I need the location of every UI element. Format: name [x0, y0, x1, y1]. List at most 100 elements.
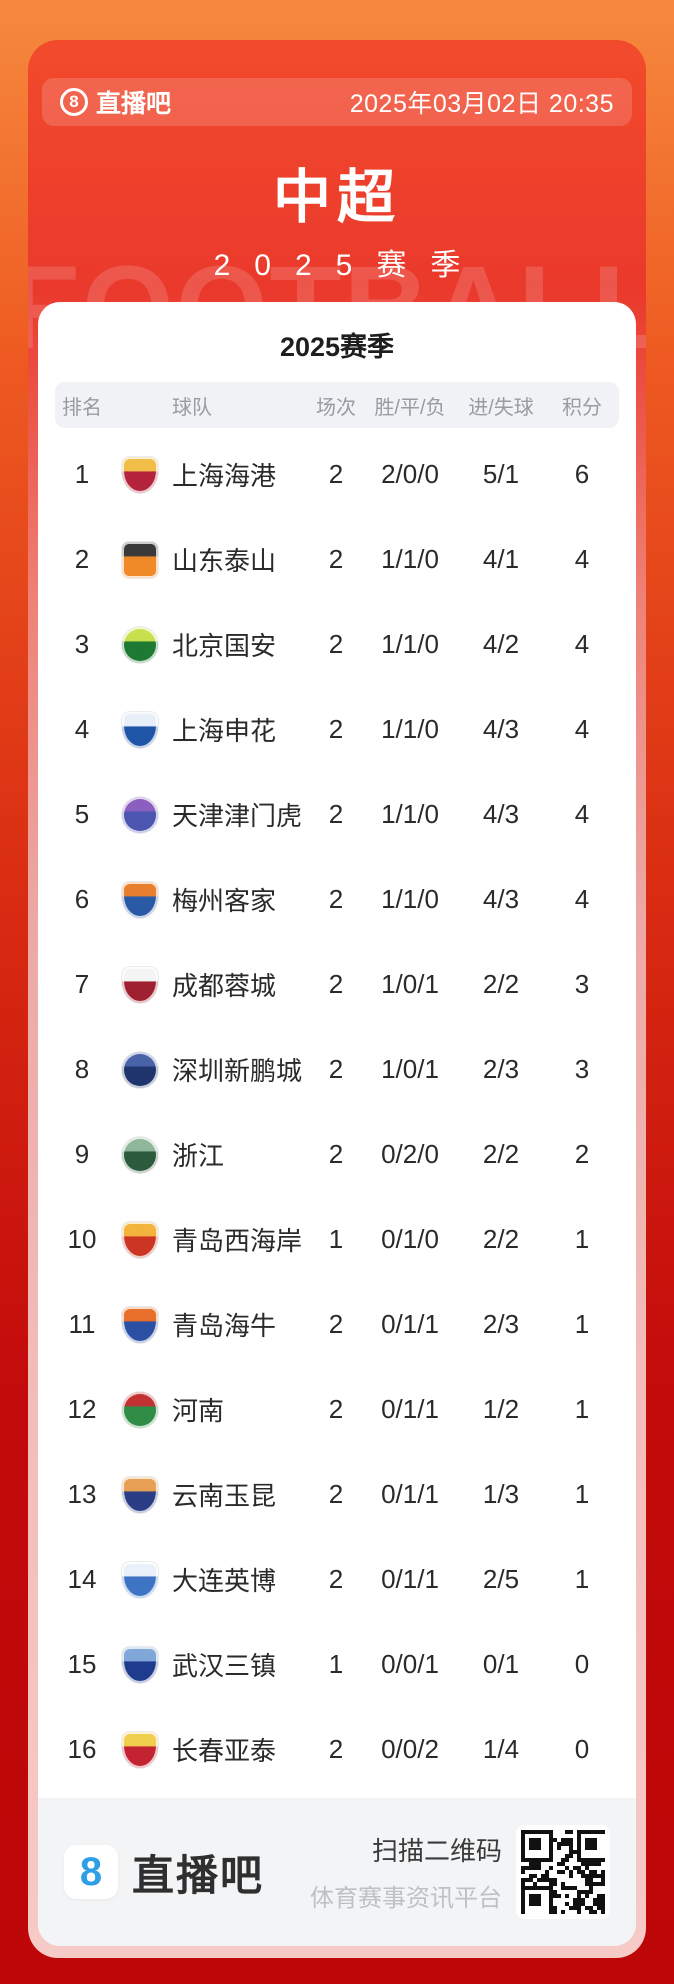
points-cell: 1	[574, 1479, 590, 1509]
col-header-rank: 排名	[62, 396, 102, 419]
brand-name: 直播吧	[96, 90, 172, 118]
rank-cell: 16	[67, 1734, 97, 1764]
goals-cell: 2/2	[482, 969, 520, 999]
team-name: 成都蓉城	[172, 971, 277, 1001]
goals-cell: 2/3	[482, 1309, 520, 1339]
rank-cell: 8	[74, 1054, 90, 1084]
team-crest-icon	[120, 1645, 160, 1685]
table-row: 11 青岛海牛 2 0/1/1 2/3 1	[38, 1282, 636, 1367]
goals-cell: 4/3	[482, 714, 520, 744]
rank-cell: 3	[74, 629, 90, 659]
goals-cell: 1/4	[482, 1734, 520, 1764]
wdl-cell: 0/0/1	[381, 1649, 439, 1679]
team-crest-icon	[120, 1475, 160, 1515]
team-name: 青岛西海岸	[172, 1226, 303, 1256]
played-cell: 2	[328, 799, 344, 829]
table-row: 13 云南玉昆 2 0/1/1 1/3 1	[38, 1452, 636, 1537]
played-cell: 2	[328, 1479, 344, 1509]
team-crest-icon	[120, 625, 160, 665]
team-name: 云南玉昆	[172, 1481, 277, 1511]
team-name: 天津津门虎	[172, 801, 303, 831]
qr-captions: 扫描二维码 体育赛事资讯平台	[310, 1831, 502, 1913]
datetime-label: 2025年03月02日 20:35	[349, 90, 614, 118]
rank-cell: 15	[67, 1649, 97, 1679]
goals-cell: 1/2	[482, 1394, 520, 1424]
team-name: 深圳新鹏城	[172, 1056, 303, 1086]
points-cell: 4	[574, 884, 590, 914]
points-cell: 4	[574, 714, 590, 744]
table-title: 2025赛季	[279, 332, 395, 362]
goals-cell: 5/1	[482, 459, 520, 489]
rank-cell: 9	[74, 1139, 90, 1169]
played-cell: 2	[328, 629, 344, 659]
table-header-row: 排名 球队 场次 胜/平/负 进/失球 积分	[55, 382, 619, 428]
wdl-cell: 2/0/0	[381, 459, 439, 489]
rank-cell: 1	[74, 459, 90, 489]
team-crest-icon	[120, 1135, 160, 1175]
table-row: 6 梅州客家 2 1/1/0 4/3 4	[38, 857, 636, 942]
goals-cell: 2/3	[482, 1054, 520, 1084]
team-name: 北京国安	[172, 631, 277, 661]
points-cell: 3	[574, 1054, 590, 1084]
team-name: 山东泰山	[172, 546, 277, 576]
played-cell: 2	[328, 544, 344, 574]
points-cell: 1	[574, 1394, 590, 1424]
goals-cell: 4/3	[482, 799, 520, 829]
rank-cell: 14	[67, 1564, 97, 1594]
goals-cell: 1/3	[482, 1479, 520, 1509]
goals-cell: 2/2	[482, 1139, 520, 1169]
played-cell: 2	[328, 459, 344, 489]
table-row: 8 深圳新鹏城 2 1/0/1 2/3 3	[38, 1027, 636, 1112]
col-header-played: 场次	[316, 396, 356, 419]
wdl-cell: 0/0/2	[381, 1734, 439, 1764]
wdl-cell: 0/1/0	[381, 1224, 439, 1254]
team-name: 浙江	[172, 1141, 225, 1171]
team-crest-icon	[120, 965, 160, 1005]
team-name: 武汉三镇	[172, 1651, 277, 1681]
team-crest-icon	[120, 795, 160, 835]
wdl-cell: 1/1/0	[381, 799, 439, 829]
points-cell: 4	[574, 799, 590, 829]
col-header-goals: 进/失球	[468, 396, 534, 419]
played-cell: 2	[328, 1394, 344, 1424]
played-cell: 2	[328, 884, 344, 914]
col-header-points: 积分	[562, 396, 602, 419]
team-name: 大连英博	[172, 1566, 277, 1596]
team-name: 长春亚泰	[172, 1736, 277, 1766]
wdl-cell: 0/2/0	[381, 1139, 439, 1169]
table-row: 14 大连英博 2 0/1/1 2/5 1	[38, 1537, 636, 1622]
played-cell: 2	[328, 1309, 344, 1339]
rank-cell: 7	[74, 969, 90, 999]
team-crest-icon	[120, 1730, 160, 1770]
team-name: 青岛海牛	[172, 1311, 277, 1341]
rank-cell: 13	[67, 1479, 97, 1509]
points-cell: 6	[574, 459, 590, 489]
team-name: 上海申花	[172, 716, 277, 746]
qr-subcaption: 体育赛事资讯平台	[310, 1885, 502, 1912]
team-crest-icon	[120, 1560, 160, 1600]
standings-card: 2025赛季 排名 球队 场次 胜/平/负 进/失球 积分 1 上海海港 2 2…	[38, 302, 636, 1946]
team-name: 梅州客家	[172, 886, 277, 916]
table-row: 5 天津津门虎 2 1/1/0 4/3 4	[38, 772, 636, 857]
team-crest-icon	[120, 1220, 160, 1260]
rank-cell: 6	[74, 884, 90, 914]
played-cell: 1	[328, 1224, 344, 1254]
played-cell: 2	[328, 1054, 344, 1084]
header-bar: 8 直播吧 2025年03月02日 20:35	[42, 78, 632, 126]
played-cell: 2	[328, 714, 344, 744]
team-crest-icon	[120, 880, 160, 920]
wdl-cell: 0/1/1	[381, 1479, 439, 1509]
footer-brand: 8 直播吧	[64, 1842, 264, 1903]
points-cell: 2	[574, 1139, 590, 1169]
qr-caption: 扫描二维码	[371, 1836, 502, 1866]
qr-code-pattern	[521, 1830, 605, 1914]
poster-card: FOOTBALL 8 直播吧 2025年03月02日 20:35 中超 2025…	[28, 40, 646, 1958]
wdl-cell: 1/1/0	[381, 629, 439, 659]
table-row: 3 北京国安 2 1/1/0 4/2 4	[38, 602, 636, 687]
points-cell: 1	[574, 1309, 590, 1339]
wdl-cell: 1/0/1	[381, 969, 439, 999]
team-crest-icon	[120, 540, 160, 580]
col-header-team: 球队	[172, 396, 212, 419]
wdl-cell: 0/1/1	[381, 1564, 439, 1594]
